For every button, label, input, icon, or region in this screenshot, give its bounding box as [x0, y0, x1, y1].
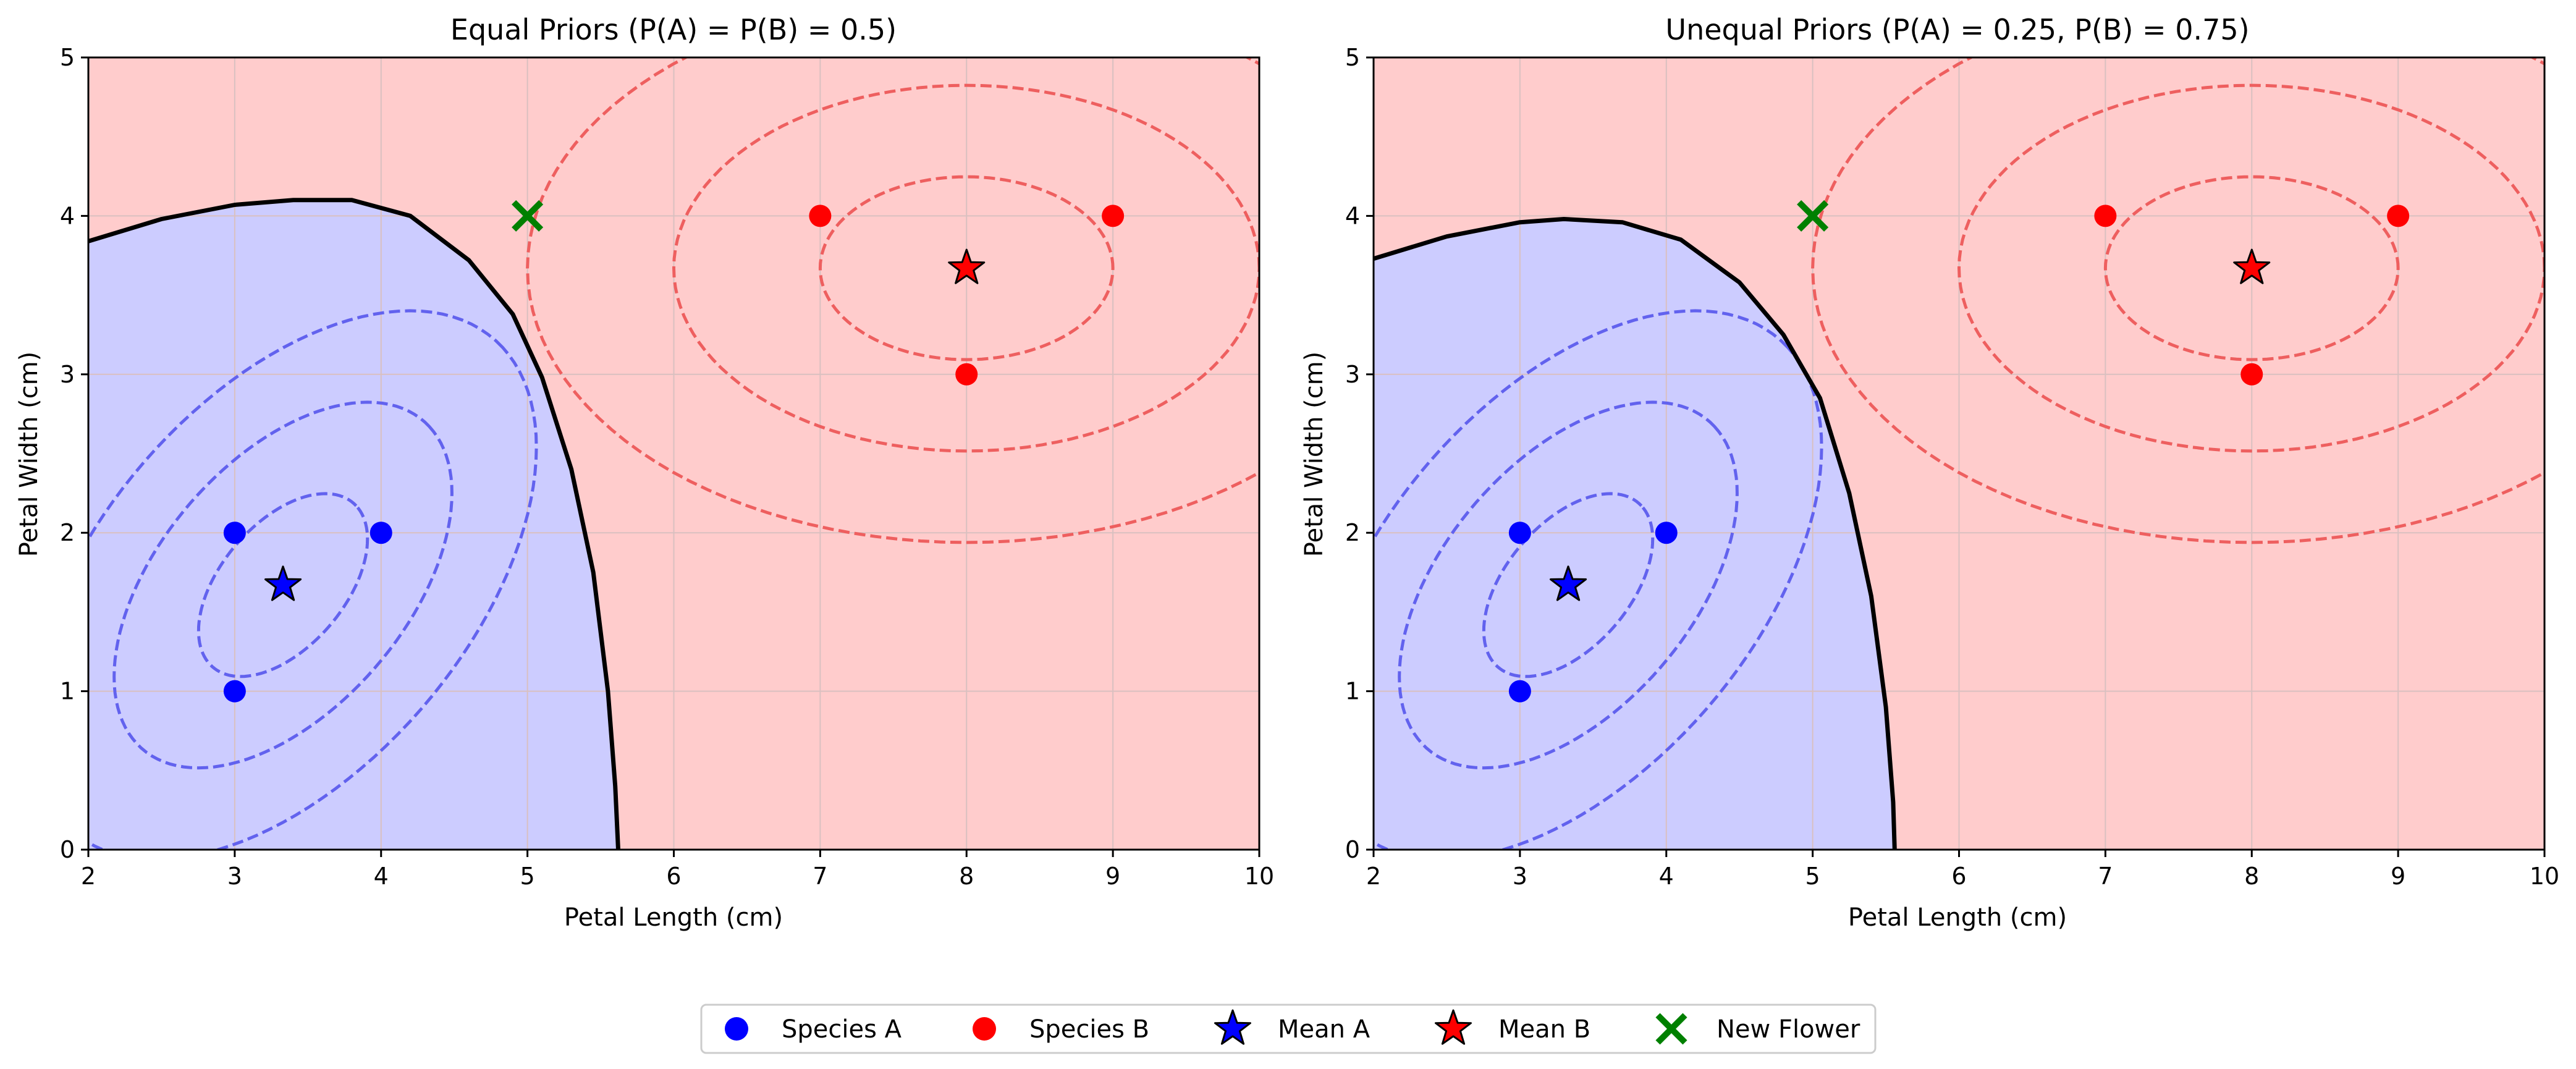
point-species-a [223, 522, 246, 544]
legend-item-species-b: Species B [973, 1015, 1149, 1044]
point-species-a [1655, 522, 1678, 544]
point-species-b [809, 205, 832, 227]
marker-mean-b [948, 248, 986, 284]
legend-box [700, 1004, 1877, 1054]
x-tick-label: 2 [1366, 863, 1381, 890]
contour-species-a [1374, 309, 1823, 850]
chart-panel-equal-priors: Equal Priors (P(A) = P(B) = 0.5) Petal L… [15, 13, 1274, 932]
point-species-a [223, 680, 246, 703]
region-species-a [88, 200, 619, 850]
legend-item-mean-b: Mean B [1435, 1009, 1590, 1045]
contour-species-a [196, 492, 370, 678]
y-tick-label: 0 [1345, 836, 1360, 863]
x-tick-label: 4 [374, 863, 389, 890]
legend: Species A Species B Mean A Mean B New Flower [700, 1004, 1877, 1054]
y-tick-label: 0 [60, 836, 75, 863]
chart-panel-unequal-priors: Unequal Priors (P(A) = 0.25, P(B) = 0.75… [1300, 13, 2559, 932]
y-tick-label: 1 [1345, 678, 1360, 705]
y-tick-label: 4 [1345, 202, 1360, 229]
point-species-a [370, 522, 392, 544]
chart-title: Unequal Priors (P(A) = 0.25, P(B) = 0.75… [1665, 13, 2249, 46]
point-species-b [955, 363, 978, 386]
legend-marker-star [1214, 1009, 1251, 1045]
x-axis-label: Petal Length (cm) [564, 903, 783, 932]
x-tick-label: 9 [2391, 863, 2405, 890]
x-tick-label: 7 [813, 863, 827, 890]
point-species-b [2240, 363, 2263, 386]
y-tick-label: 3 [1345, 361, 1360, 388]
x-tick-label: 8 [2244, 863, 2259, 890]
marker-mean-a [264, 565, 302, 601]
point-species-b [2094, 205, 2117, 227]
point-species-b [2387, 205, 2410, 227]
legend-label: New Flower [1717, 1015, 1860, 1044]
decision-boundary [1374, 217, 1897, 850]
legend-item-new-flower: New Flower [1655, 1013, 1860, 1045]
x-tick-label: 10 [1244, 863, 1274, 890]
x-tick-label: 5 [1805, 863, 1820, 890]
y-axis-label: Petal Width (cm) [1300, 352, 1328, 557]
marker-new-flower [1797, 200, 1829, 232]
legend-marker-x [1655, 1013, 1687, 1045]
y-tick-label: 1 [60, 678, 75, 705]
x-tick-label: 5 [520, 863, 535, 890]
legend-marker-circle [725, 1017, 748, 1041]
marker-mean-b [2233, 248, 2271, 284]
point-species-a [1508, 522, 1531, 544]
contour-species-a [88, 309, 538, 850]
contour-species-a [112, 400, 454, 770]
point-species-a [1508, 680, 1531, 703]
contour-species-a [1398, 400, 1739, 770]
legend-label: Species B [1029, 1015, 1149, 1044]
x-axis-label: Petal Length (cm) [1848, 903, 2067, 932]
y-tick-label: 5 [1345, 44, 1360, 71]
legend-marker-star [1435, 1009, 1472, 1045]
y-axis-label: Petal Width (cm) [15, 352, 43, 557]
y-tick-label: 4 [60, 202, 75, 229]
y-tick-label: 2 [1345, 519, 1360, 546]
contour-species-a [1482, 492, 1655, 678]
marker-new-flower [512, 200, 544, 232]
y-tick-label: 5 [60, 44, 75, 71]
x-tick-label: 3 [227, 863, 242, 890]
x-tick-label: 10 [2530, 863, 2559, 890]
legend-item-mean-a: Mean A [1214, 1009, 1370, 1045]
contour-species-b [1957, 83, 2544, 453]
x-tick-label: 6 [1951, 863, 1966, 890]
legend-marker-circle [973, 1017, 996, 1041]
x-tick-label: 3 [1513, 863, 1527, 890]
chart-title: Equal Priors (P(A) = P(B) = 0.5) [450, 13, 897, 46]
legend-label: Mean B [1498, 1015, 1590, 1044]
contour-species-b [526, 57, 1259, 544]
y-tick-label: 2 [60, 519, 75, 546]
contour-species-b [818, 175, 1115, 361]
decision-boundary [88, 198, 620, 850]
plot-area [1374, 57, 2544, 850]
legend-label: Species A [782, 1015, 902, 1044]
x-tick-label: 4 [1659, 863, 1674, 890]
contour-species-b [1811, 57, 2544, 544]
y-tick-label: 3 [60, 361, 75, 388]
x-tick-label: 7 [2098, 863, 2113, 890]
x-tick-label: 9 [1105, 863, 1120, 890]
plot-area [88, 57, 1259, 850]
legend-label: Mean A [1278, 1015, 1370, 1044]
marker-mean-a [1550, 565, 1587, 601]
contour-species-b [2103, 175, 2400, 361]
x-tick-label: 2 [81, 863, 96, 890]
point-species-b [1102, 205, 1125, 227]
contour-species-b [672, 83, 1259, 453]
x-tick-label: 6 [666, 863, 681, 890]
x-tick-label: 8 [959, 863, 974, 890]
legend-item-species-a: Species A [725, 1015, 902, 1044]
region-species-a [1374, 219, 1895, 850]
